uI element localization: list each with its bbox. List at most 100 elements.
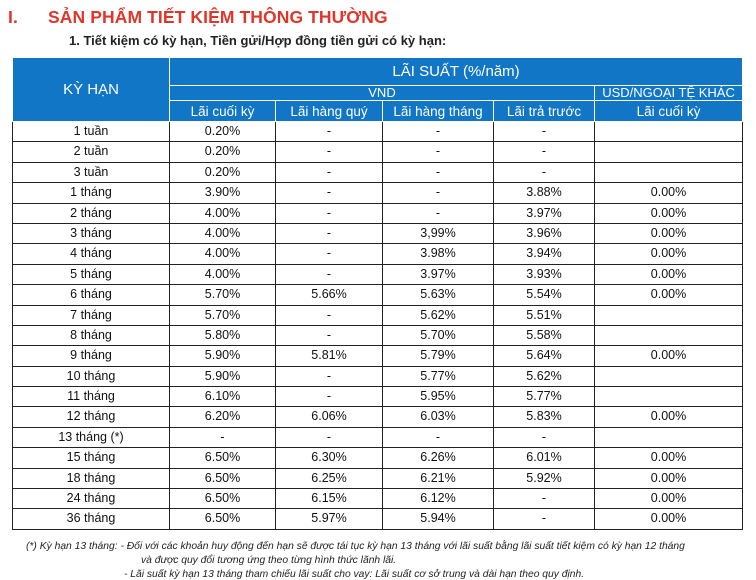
term-cell: 1 tuần: [12, 120, 170, 143]
rate-cell: 6.50%: [169, 447, 276, 469]
rate-cell: 0.20%: [169, 161, 276, 184]
rate-cell: -: [169, 426, 276, 449]
term-cell: 9 tháng: [12, 345, 170, 367]
term-cell: 7 tháng: [12, 304, 170, 326]
rate-cell: 0.00%: [593, 243, 744, 265]
term-cell: 13 tháng (*): [12, 426, 170, 449]
rate-cell: 5.79%: [382, 345, 494, 367]
rate-cell: 4.00%: [169, 243, 276, 265]
rate-cell: -: [493, 161, 595, 184]
rate-cell: -: [275, 365, 383, 388]
rate-cell: 5.90%: [169, 345, 276, 367]
rate-cell: 5.80%: [169, 324, 276, 347]
rate-cell: 5.62%: [493, 365, 595, 388]
rate-cell: -: [275, 161, 383, 184]
rate-cell: 5.58%: [493, 324, 595, 347]
rate-cell: -: [382, 182, 494, 204]
rate-cell: [593, 304, 744, 326]
column-header: Lãi cuối kỳ: [593, 100, 744, 122]
rate-cell: [593, 161, 744, 184]
rate-cell: 5.77%: [382, 365, 494, 388]
rate-cell: 5.66%: [275, 284, 383, 306]
footnote-line-1: (*) Kỳ hạn 13 tháng: - Đối với các khoản…: [26, 541, 685, 552]
rate-cell: 6.50%: [169, 467, 276, 490]
rate-cell: 0.20%: [169, 120, 276, 143]
rate-cell: -: [275, 263, 383, 286]
table-row: 10 tháng 5.90% -5.77% 5.62%: [12, 365, 744, 388]
table-row: 18 tháng 6.50% 6.25% 6.21% 5.92% 0.00%: [12, 467, 744, 490]
rate-cell: 6.25%: [275, 467, 383, 490]
rate-cell: 5.94%: [382, 508, 494, 530]
rate-cell: 0.00%: [593, 406, 744, 428]
rate-cell: -: [275, 182, 383, 204]
term-cell: 12 tháng: [12, 406, 170, 428]
table-row: 2 tuần 0.20% - - -: [12, 141, 744, 163]
table-row: 3 tháng 4.00% -3,99% 3.96% 0.00%: [12, 222, 744, 245]
rate-cell: 0.20%: [169, 141, 276, 163]
rate-cell: 3.94%: [493, 243, 595, 265]
rate-cell: 5.81%: [275, 345, 383, 367]
term-cell: 11 tháng: [12, 386, 170, 408]
table-row: 8 tháng 5.80% -5.70% 5.58%: [12, 324, 744, 347]
table-row: 24 tháng 6.50% 6.15% 6.12% -0.00%: [12, 488, 744, 510]
footnote-line-2: và được quy đổi tương ứng theo từng hình…: [141, 555, 397, 566]
table-row: 2 tháng 4.00% - -3.97% 0.00%: [12, 202, 744, 224]
rate-cell: 6.50%: [169, 488, 276, 510]
section-heading: I. SẢN PHẨM TIẾT KIỆM THÔNG THƯỜNG: [8, 7, 388, 28]
term-cell: 6 tháng: [12, 284, 170, 306]
term-cell: 10 tháng: [12, 365, 170, 388]
rate-cell: 0.00%: [593, 488, 744, 510]
rate-cell: 4.00%: [169, 202, 276, 224]
rate-cell: 5.70%: [169, 304, 276, 326]
rate-cell: 4.00%: [169, 222, 276, 245]
rate-cell: -: [275, 243, 383, 265]
rate-cell: 3.97%: [493, 202, 595, 224]
rate-table-body: 1 tuần 0.20% - - -2 tuần 0.20% - - -3 tuần 0.20% -…: [12, 120, 744, 530]
rate-cell: 0.00%: [593, 263, 744, 286]
rate-cell: -: [382, 141, 494, 163]
vnd-header: VND: [169, 85, 595, 101]
rate-cell: 0.00%: [593, 345, 744, 367]
rate-cell: -: [493, 141, 595, 163]
table-row: 4 tháng 4.00% -3.98% 3.94% 0.00%: [12, 243, 744, 265]
rate-cell: 5.95%: [382, 386, 494, 408]
rate-cell: -: [493, 488, 595, 510]
term-cell: 1 tháng: [12, 182, 170, 204]
table-row: 7 tháng 5.70% -5.62% 5.51%: [12, 304, 744, 326]
rate-cell: 6.03%: [382, 406, 494, 428]
term-cell: 2 tháng: [12, 202, 170, 224]
rate-cell: 5.77%: [493, 386, 595, 408]
rate-cell: 0.00%: [593, 222, 744, 245]
rate-cell: -: [275, 202, 383, 224]
rate-cell: -: [275, 120, 383, 143]
rate-cell: 3,99%: [382, 222, 494, 245]
rate-cell: -: [275, 304, 383, 326]
rate-cell: 3.96%: [493, 222, 595, 245]
rate-cell: [593, 365, 744, 388]
rate-cell: 6.15%: [275, 488, 383, 510]
rate-cell: [593, 120, 744, 143]
table-row: 11 tháng 6.10% -5.95% 5.77%: [12, 386, 744, 408]
table-row: 1 tuần 0.20% - - -: [12, 120, 744, 143]
rate-cell: 5.63%: [382, 284, 494, 306]
rate-cell: -: [275, 141, 383, 163]
table-row: 1 tháng 3.90% - -3.88% 0.00%: [12, 182, 744, 204]
rate-cell: [593, 426, 744, 449]
column-header: Lãi hàng quý: [275, 100, 383, 122]
term-cell: 5 tháng: [12, 263, 170, 286]
rate-cell: 6.20%: [169, 406, 276, 428]
rate-cell: -: [493, 508, 595, 530]
rate-cell: -: [275, 324, 383, 347]
rate-cell: 0.00%: [593, 508, 744, 530]
rate-cell: -: [275, 222, 383, 245]
rate-cell: [593, 386, 744, 408]
term-header: KỲ HẠN: [12, 57, 170, 122]
rate-cell: 6.26%: [382, 447, 494, 469]
foreign-currency-header: USD/NGOẠI TỆ KHÁC: [593, 85, 744, 101]
rate-cell: 6.12%: [382, 488, 494, 510]
rate-cell: 3.97%: [382, 263, 494, 286]
subsection-heading: 1. Tiết kiệm có kỳ hạn, Tiền gửi/Hợp đồn…: [69, 33, 447, 48]
rate-cell: -: [493, 426, 595, 449]
term-cell: 3 tuần: [12, 161, 170, 184]
rate-cell: 0.00%: [593, 182, 744, 204]
